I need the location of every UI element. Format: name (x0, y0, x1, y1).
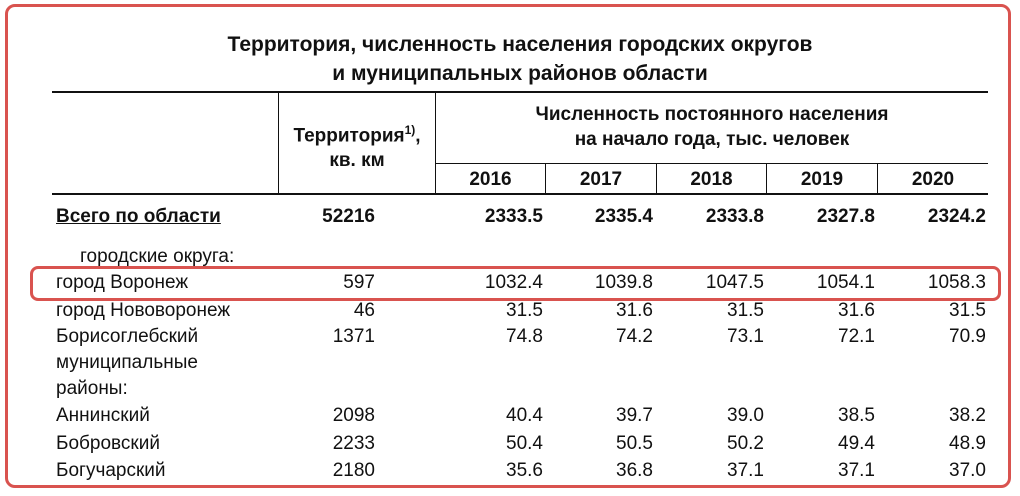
row-boguchar-name: Богучарский (56, 460, 166, 481)
row-borisoglebsk-2020: 70.9 (949, 326, 986, 347)
row-voronezh-2018: 1047.5 (705, 272, 764, 293)
row-anninsky-2020: 38.2 (949, 405, 986, 426)
row-voronezh-2016: 1032.4 (484, 272, 543, 293)
row-bobrovsky-2016: 50.4 (506, 433, 543, 454)
row-borisoglebsk-2016: 74.8 (506, 326, 543, 347)
row-bobrovsky-2017: 50.5 (616, 433, 653, 454)
row-novovoronezh-2019: 31.6 (838, 300, 875, 321)
year-2020: 2020 (911, 169, 955, 190)
row-total-name: Всего по области (56, 206, 221, 227)
row-boguchar-2017: 36.8 (616, 460, 653, 481)
section-municipal-districts-line2: районы: (56, 378, 128, 399)
outer-highlight-frame (5, 4, 1011, 488)
year-2019: 2019 (800, 169, 844, 190)
row-voronezh-territory: 597 (343, 272, 375, 293)
row-boguchar-2019: 37.1 (838, 460, 875, 481)
year-2018: 2018 (690, 169, 733, 190)
row-anninsky-2018: 39.0 (727, 405, 764, 426)
title-line-1: Территория, численность населения городс… (227, 33, 813, 56)
vline-year-3 (766, 163, 767, 194)
row-anninsky-2016: 40.4 (506, 405, 543, 426)
row-novovoronezh-2016: 31.5 (506, 300, 543, 321)
years-top-rule (435, 163, 988, 164)
row-bobrovsky-2018: 50.2 (727, 433, 764, 454)
row-boguchar-territory: 2180 (332, 460, 375, 481)
row-anninsky-territory: 2098 (332, 405, 375, 426)
row-voronezh-name: город Воронеж (56, 272, 189, 293)
row-anninsky-2017: 39.7 (616, 405, 653, 426)
row-bobrovsky-2020: 48.9 (949, 433, 986, 454)
row-total-2018: 2333.8 (705, 206, 764, 227)
row-bobrovsky-2019: 49.4 (838, 433, 875, 454)
row-novovoronezh-2017: 31.6 (616, 300, 653, 321)
population-header: Численность постоянного населения на нач… (535, 104, 889, 150)
title-line-2: и муниципальных районов области (332, 62, 708, 85)
year-2017: 2017 (579, 169, 623, 190)
row-total-2019: 2327.8 (816, 206, 875, 227)
row-total-territory: 52216 (322, 206, 375, 227)
row-bobrovsky-territory: 2233 (332, 433, 375, 454)
header-bottom-rule (52, 193, 988, 195)
row-total-2020: 2324.2 (927, 206, 986, 227)
year-2016: 2016 (469, 169, 512, 190)
row-boguchar-2020: 37.0 (949, 460, 986, 481)
row-novovoronezh-2020: 31.5 (949, 300, 986, 321)
row-anninsky-2019: 38.5 (838, 405, 875, 426)
row-novovoronezh-territory: 46 (353, 300, 375, 321)
row-voronezh-2017: 1039.8 (594, 272, 653, 293)
row-voronezh-2019: 1054.1 (816, 272, 875, 293)
row-borisoglebsk-territory: 1371 (332, 326, 375, 347)
vline-year-2 (656, 163, 657, 194)
row-bobrovsky-name: Бобровский (56, 433, 160, 454)
row-borisoglebsk-2019: 72.1 (838, 326, 875, 347)
row-voronezh-2020: 1058.3 (927, 272, 986, 293)
row-total-2017: 2335.4 (594, 206, 653, 227)
vline-year-1 (545, 163, 546, 194)
row-novovoronezh-2018: 31.5 (727, 300, 764, 321)
row-borisoglebsk-2018: 73.1 (727, 326, 764, 347)
vline-year-4 (877, 163, 878, 194)
table-title: Территория, численность населения городс… (52, 30, 988, 88)
row-novovoronezh-name: город Нововоронеж (56, 300, 231, 321)
row-total-2016: 2333.5 (484, 206, 543, 227)
vline-territory-right (435, 92, 436, 194)
row-borisoglebsk-2017: 74.2 (616, 326, 653, 347)
territory-header: Территория1), кв. км (293, 123, 421, 172)
vline-territory-left (278, 92, 279, 194)
row-anninsky-name: Аннинский (56, 405, 150, 426)
row-borisoglebsk-name: Борисоглебский (56, 326, 199, 347)
section-urban-districts: городские округа: (80, 246, 235, 267)
header-top-rule (52, 91, 988, 93)
section-municipal-districts-line1: муниципальные (56, 352, 198, 373)
row-boguchar-2018: 37.1 (727, 460, 764, 481)
row-boguchar-2016: 35.6 (506, 460, 543, 481)
voronezh-row-highlight (30, 266, 1001, 301)
